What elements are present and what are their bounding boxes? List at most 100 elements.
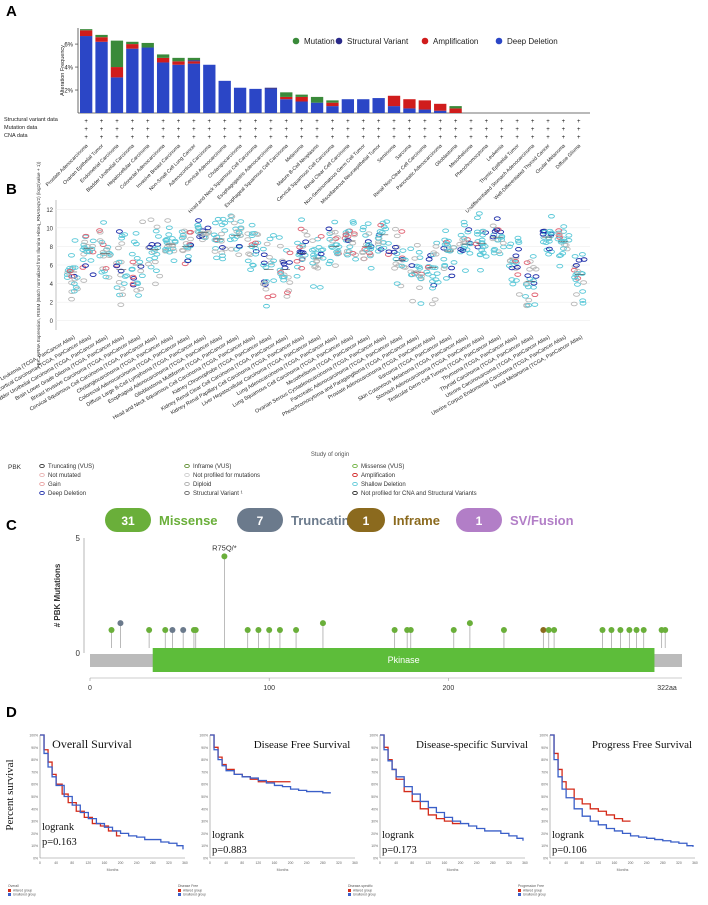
b-sample-point <box>390 249 398 255</box>
c-lollipop-head <box>540 627 547 633</box>
b-sample-point <box>332 263 339 268</box>
b-sample-point <box>513 265 521 270</box>
a-bar-segment <box>156 62 170 113</box>
panel-label-d: D <box>6 704 17 721</box>
b-sample-point <box>102 274 110 280</box>
d-ytick-label: 100% <box>29 734 38 738</box>
b-sample-point <box>376 229 384 234</box>
b-ylabel: PBK: mRNA Expression, RSEM (Batch normal… <box>36 161 41 368</box>
b-sample-point <box>317 251 325 257</box>
b-sample-point <box>450 245 458 250</box>
b-sample-point <box>572 263 580 268</box>
b-sample-point <box>459 237 467 242</box>
b-sample-point <box>574 268 582 274</box>
a-data-plus: + <box>177 135 181 141</box>
b-sample-point <box>512 278 520 283</box>
b-ytick-label: 4 <box>50 282 54 288</box>
a-bar-segment <box>357 99 370 113</box>
b-sample-point <box>260 252 268 257</box>
d-xtick-label: 80 <box>70 861 74 865</box>
b-sample-point <box>226 237 234 243</box>
d-ytick-label: 40% <box>201 807 208 811</box>
a-bar-segment <box>449 106 462 109</box>
b-sample-point <box>195 225 202 231</box>
b-sample-point <box>244 237 252 242</box>
d-ytick-label: 90% <box>31 746 38 750</box>
a-ytick-label: 6% <box>64 43 73 49</box>
a-data-plus: + <box>438 119 442 125</box>
d-ytick-label: 60% <box>371 783 378 787</box>
d-legend-label: Altered group <box>183 889 202 893</box>
b-sample-point <box>99 249 107 255</box>
d-xtick-label: 320 <box>506 861 512 865</box>
b-sample-point <box>349 240 357 246</box>
a-data-plus: + <box>177 119 181 125</box>
d-xtick-label: 120 <box>85 861 91 865</box>
d-plot-title: Disease Free Survival <box>254 739 351 751</box>
b-legend-swatch <box>352 481 358 487</box>
b-sample-point <box>342 230 350 235</box>
b-legend-label: Inframe (VUS) <box>193 464 231 470</box>
a-data-plus: + <box>146 135 150 141</box>
b-sample-point <box>331 229 339 235</box>
b-sample-point <box>489 223 497 229</box>
b-legend-swatch <box>352 472 358 478</box>
c-lollipop-head <box>162 627 169 633</box>
b-sample-point <box>545 246 553 252</box>
b-sample-point <box>129 259 137 265</box>
c-lollipop-head <box>545 627 552 633</box>
a-data-plus: + <box>500 119 504 125</box>
b-sample-point <box>245 251 253 256</box>
b-sample-point <box>228 214 236 219</box>
c-lollipop-head <box>117 620 124 627</box>
d-ytick-label: 80% <box>541 758 548 762</box>
a-legend-swatch <box>495 37 503 45</box>
b-sample-point <box>478 248 486 253</box>
d-xtick-label: 40 <box>54 861 58 865</box>
b-sample-point <box>539 232 547 237</box>
b-sample-point <box>299 250 307 255</box>
b-sample-point <box>316 285 324 290</box>
a-data-plus: + <box>254 135 258 141</box>
d-ytick-label: 30% <box>201 820 208 824</box>
panel-label-b: B <box>6 181 17 198</box>
b-sample-point <box>413 242 421 248</box>
b-sample-point <box>70 289 78 294</box>
b-sample-point <box>571 254 579 259</box>
a-data-plus: + <box>300 127 304 133</box>
a-data-plus: + <box>454 135 458 141</box>
b-sample-point <box>391 266 399 271</box>
a-data-plus: + <box>469 127 473 133</box>
b-sample-point <box>545 251 553 257</box>
a-bar-segment <box>310 102 324 113</box>
d-ytick-label: 0% <box>543 857 548 861</box>
b-sample-point <box>152 268 160 273</box>
a-data-plus: + <box>192 135 196 141</box>
b-sample-point <box>529 278 537 283</box>
b-sample-point <box>482 254 490 259</box>
c-ytick-label: 0 <box>76 649 81 658</box>
d-legend-swatch <box>178 889 181 892</box>
a-bar-segment <box>295 94 308 97</box>
a-data-plus: + <box>161 119 165 125</box>
b-sample-point <box>155 234 162 239</box>
b-sample-point <box>579 289 587 294</box>
b-sample-point <box>313 258 321 264</box>
a-bar-segment <box>249 88 262 113</box>
a-data-plus: + <box>238 119 242 125</box>
d-ytick-label: 100% <box>369 734 378 738</box>
c-badge-count: 1 <box>363 514 370 528</box>
d-xtick-label: 240 <box>134 861 140 865</box>
d-xtick-label: 200 <box>288 861 294 865</box>
b-sample-point <box>235 252 243 257</box>
b-sample-point <box>162 246 170 252</box>
b-sample-point <box>214 216 222 222</box>
panel-b-mrna-expression: B 0 2 4 6 8 10 12 PBK: mRNA Expression, RSEM (B… <box>0 161 590 497</box>
a-bar-segment <box>295 101 308 113</box>
a-data-plus: + <box>131 135 135 141</box>
b-sample-point <box>68 296 76 302</box>
b-sample-point <box>349 219 357 224</box>
a-data-plus: + <box>377 127 381 133</box>
b-sample-point <box>462 268 469 273</box>
a-ytick-label: 4% <box>64 66 73 72</box>
